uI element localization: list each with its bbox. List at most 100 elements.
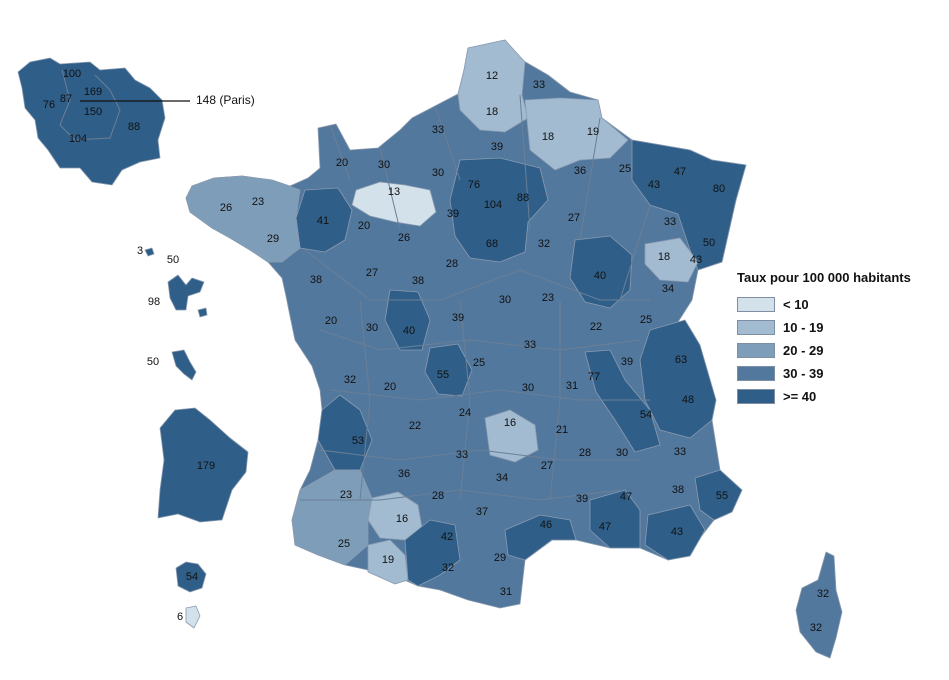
value-label-metro: 16 <box>504 417 516 429</box>
value-label-idf: 150 <box>84 106 102 118</box>
value-label-islands: 3 <box>137 245 143 257</box>
legend-label: 20 - 29 <box>783 343 824 358</box>
legend-item-lt10: < 10 <box>737 293 911 316</box>
value-label-metro: 33 <box>456 449 468 461</box>
legend: Taux pour 100 000 habitants < 10 10 - 19… <box>737 270 911 408</box>
overseas-mayotte <box>185 605 201 629</box>
value-label-metro: 27 <box>568 212 580 224</box>
metro-haute-vienne <box>424 343 473 397</box>
value-label-idf: 104 <box>69 133 87 145</box>
value-label-metro: 19 <box>382 554 394 566</box>
corsica <box>795 551 843 659</box>
value-label-metro: 32 <box>344 374 356 386</box>
value-label-metro: 23 <box>542 292 554 304</box>
value-label-metro: 39 <box>447 208 459 220</box>
ile-de-france-borders <box>59 69 121 141</box>
value-label-metro: 55 <box>437 369 449 381</box>
overseas-guadeloupe <box>167 274 205 311</box>
value-label-metro: 43 <box>648 179 660 191</box>
metro-haute-saone <box>644 237 699 283</box>
value-label-metro: 19 <box>587 126 599 138</box>
value-label-metro: 33 <box>664 216 676 228</box>
legend-swatch <box>737 366 775 381</box>
value-label-metro: 46 <box>540 519 552 531</box>
value-label-metro: 33 <box>524 339 536 351</box>
value-label-metro: 37 <box>476 506 488 518</box>
value-label-metro: 36 <box>398 468 410 480</box>
value-label-metro: 31 <box>566 380 578 392</box>
value-label-islands: 179 <box>197 460 215 472</box>
value-label-metro: 27 <box>366 267 378 279</box>
metro-bouches-du-rhone <box>589 489 641 549</box>
value-label-metro: 40 <box>403 325 415 337</box>
value-label-metro: 76 <box>468 179 480 191</box>
value-label-islands: 6 <box>177 611 183 623</box>
value-label-metro: 26 <box>220 202 232 214</box>
value-label-metro: 31 <box>500 586 512 598</box>
legend-title: Taux pour 100 000 habitants <box>737 270 911 285</box>
metro-aisne-ardennes <box>524 97 629 171</box>
value-label-metro: 29 <box>494 552 506 564</box>
ile-de-france-inset <box>17 57 190 186</box>
department-borders <box>300 94 651 501</box>
value-label-metro: 42 <box>441 531 453 543</box>
legend-label: 30 - 39 <box>783 366 824 381</box>
value-label-metro: 25 <box>338 538 350 550</box>
value-label-metro: 39 <box>621 356 633 368</box>
overseas-reunion <box>175 561 207 593</box>
value-label-metro: 32 <box>538 238 550 250</box>
value-label-metro: 28 <box>446 258 458 270</box>
metro-isere <box>584 349 661 453</box>
value-label-islands: 50 <box>167 254 179 266</box>
value-label-metro: 30 <box>499 294 511 306</box>
value-label-metro: 30 <box>616 447 628 459</box>
overseas-guadeloupe-small <box>144 247 155 257</box>
legend-swatch <box>737 389 775 404</box>
metro-var <box>644 504 706 561</box>
legend-label: >= 40 <box>783 389 817 404</box>
legend-item-20-29: 20 - 29 <box>737 339 911 362</box>
value-label-metro: 21 <box>556 424 568 436</box>
value-label-idf: 87 <box>60 93 72 105</box>
metro-bretagne-west <box>185 175 301 263</box>
value-label-metro: 16 <box>396 513 408 525</box>
value-label-metro: 28 <box>579 447 591 459</box>
value-label-metro: 39 <box>491 141 503 153</box>
value-label-metro: 55 <box>716 490 728 502</box>
value-label-metro: 33 <box>533 79 545 91</box>
value-label-islands: 50 <box>147 356 159 368</box>
value-label-metro: 25 <box>619 163 631 175</box>
value-label-metro: 36 <box>574 165 586 177</box>
value-label-metro: 39 <box>576 493 588 505</box>
value-label-metro: 47 <box>599 521 611 533</box>
overseas-territories <box>144 247 249 629</box>
value-label-islands: 98 <box>148 296 160 308</box>
value-label-metro: 63 <box>675 354 687 366</box>
value-label-metro: 104 <box>484 199 502 211</box>
value-label-metro: 38 <box>412 275 424 287</box>
value-label-idf: 169 <box>84 86 102 98</box>
metro-haute-garonne <box>404 519 461 587</box>
metro-nord <box>457 39 529 133</box>
value-label-idf: 88 <box>128 121 140 133</box>
value-label-metro: 48 <box>682 394 694 406</box>
value-label-metro: 20 <box>336 157 348 169</box>
legend-swatch <box>737 320 775 335</box>
value-label-metro: 50 <box>703 237 715 249</box>
value-label-metro: 43 <box>690 254 702 266</box>
value-label-metro: 22 <box>590 321 602 333</box>
legend-item-30-39: 30 - 39 <box>737 362 911 385</box>
value-label-metro: 30 <box>522 382 534 394</box>
paris-callout-label: 148 (Paris) <box>196 93 255 107</box>
overseas-guyane <box>157 407 249 523</box>
value-label-metro: 26 <box>398 232 410 244</box>
value-label-metro: 39 <box>452 312 464 324</box>
value-label-metro: 32 <box>810 622 822 634</box>
value-label-metro: 20 <box>384 381 396 393</box>
value-label-metro: 38 <box>672 484 684 496</box>
value-label-metro: 30 <box>366 322 378 334</box>
value-label-metro: 23 <box>340 489 352 501</box>
overseas-guadeloupe-islet <box>197 307 208 318</box>
value-label-metro: 18 <box>486 106 498 118</box>
